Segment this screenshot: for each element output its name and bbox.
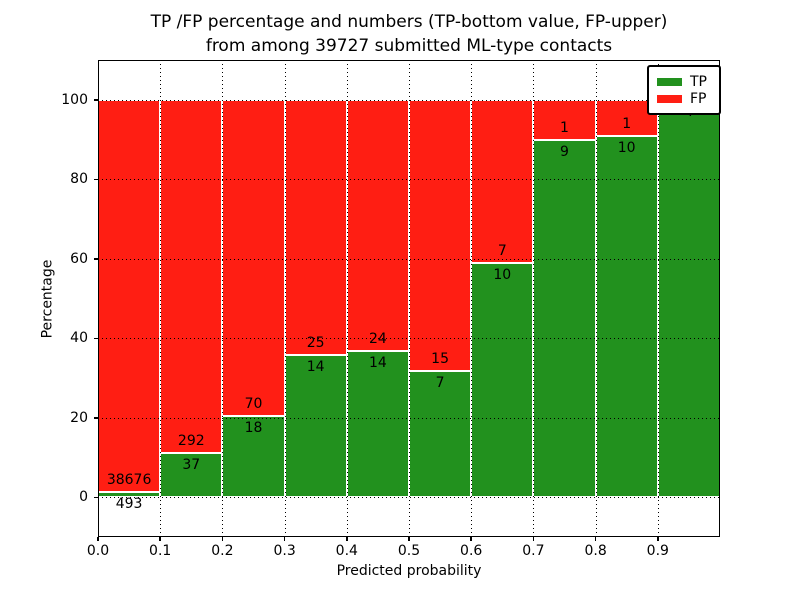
- x-tick: [346, 537, 348, 541]
- fp-count-label: 25: [306, 334, 325, 351]
- x-gridline: [222, 60, 224, 537]
- x-tick: [532, 537, 535, 541]
- tp-legend-label: TP: [690, 73, 707, 90]
- x-gridline: [533, 60, 535, 537]
- x-tick-label: 0.7: [522, 543, 545, 559]
- tp-legend-swatch: [657, 77, 682, 86]
- tp-count-label: 14: [306, 358, 325, 375]
- fp-bar-segment: [346, 99, 409, 351]
- y-tick: [94, 99, 98, 101]
- fp-legend-swatch: [657, 94, 682, 103]
- x-tick: [221, 537, 224, 541]
- tp-count-label: 10: [493, 267, 512, 284]
- tp-count-label: 7: [435, 374, 445, 391]
- fp-bar-segment: [98, 99, 161, 493]
- x-tick: [159, 537, 161, 541]
- tp-bar-segment: [160, 452, 223, 498]
- x-tick: [97, 537, 99, 541]
- plot-area: TP FP 38676 493 292 37 70 18 25 14 24 14 15 7 7 10 1 9 1…: [98, 60, 721, 537]
- y-tick-label: 0: [79, 489, 88, 506]
- fp-count-label: 1: [560, 119, 569, 136]
- y-tick-label: 80: [70, 171, 88, 188]
- tp-bar-segment: [471, 263, 534, 498]
- fp-count-label: 70: [244, 395, 263, 412]
- tp-bar-segment: [222, 415, 285, 498]
- x-tick-label: 0.8: [584, 543, 607, 559]
- fp-bar-segment: [284, 99, 347, 355]
- x-tick: [594, 537, 597, 541]
- y-tick-label: 40: [70, 330, 88, 347]
- x-gridline: [409, 60, 410, 537]
- fp-bar-segment: [409, 99, 472, 371]
- x-tick: [657, 537, 659, 541]
- x-gridline: [284, 60, 286, 537]
- x-gridline: [657, 60, 659, 537]
- chart-title: TP /FP percentage and numbers (TP-bottom…: [98, 10, 720, 58]
- chart-title-line2: from among 39727 submitted ML-type conta…: [205, 36, 613, 56]
- x-tick-label: 0.6: [460, 543, 483, 559]
- tp-bar-segment: [346, 350, 409, 498]
- y-tick: [94, 417, 98, 419]
- tp-count-label: 37: [182, 456, 201, 473]
- fp-count-label: 24: [368, 330, 387, 347]
- fp-count-label: 1: [622, 115, 632, 132]
- y-tick: [94, 178, 98, 180]
- x-tick-label: 0.2: [211, 543, 234, 559]
- legend-entry-fp: FP: [657, 90, 719, 107]
- fp-count-label: 7: [497, 243, 507, 260]
- fp-count-label: 38676: [106, 472, 152, 489]
- y-tick: [94, 337, 98, 339]
- x-tick: [283, 537, 286, 541]
- y-tick-label: 100: [61, 91, 88, 108]
- chart-title-line1: TP /FP percentage and numbers (TP-bottom…: [150, 12, 668, 32]
- x-tick-label: 0.0: [86, 543, 110, 559]
- x-tick-label: 0.1: [149, 543, 172, 559]
- tp-bar-segment: [657, 99, 720, 498]
- x-tick-label: 0.4: [335, 543, 358, 559]
- x-gridline: [346, 60, 348, 537]
- x-tick: [408, 537, 410, 541]
- tp-count-label: 18: [244, 419, 263, 436]
- x-gridline: [471, 60, 473, 537]
- tp-count-label: 10: [617, 139, 636, 156]
- x-gridline: [160, 60, 162, 537]
- tp-bar-segment: [533, 139, 596, 498]
- fp-count-label: 292: [177, 432, 205, 449]
- tp-bar-segment: [595, 135, 658, 498]
- tp-count-label: 493: [115, 496, 143, 513]
- fp-count-label: 15: [431, 350, 449, 367]
- fp-bar-segment: [471, 99, 534, 264]
- x-gridline: [595, 60, 597, 537]
- y-tick: [94, 258, 98, 260]
- tp-count-label: 9: [560, 143, 569, 160]
- y-tick: [94, 496, 98, 498]
- x-tick: [470, 537, 472, 541]
- tp-count-label: 14: [368, 354, 387, 371]
- tp-bar-segment: [284, 354, 347, 498]
- y-tick-label: 20: [70, 409, 88, 426]
- fp-legend-label: FP: [690, 90, 707, 107]
- x-tick-label: 0.3: [273, 543, 296, 559]
- y-axis-label: Percentage: [39, 259, 56, 338]
- legend: TP FP: [647, 65, 721, 115]
- x-axis-label: Predicted probability: [336, 563, 482, 579]
- fp-bar-segment: [160, 99, 223, 453]
- x-tick-label: 0.5: [397, 543, 421, 559]
- x-tick-label: 0.9: [646, 543, 669, 559]
- legend-entry-tp: TP: [657, 73, 719, 90]
- fp-bar-segment: [222, 99, 285, 416]
- y-tick-label: 60: [70, 250, 88, 267]
